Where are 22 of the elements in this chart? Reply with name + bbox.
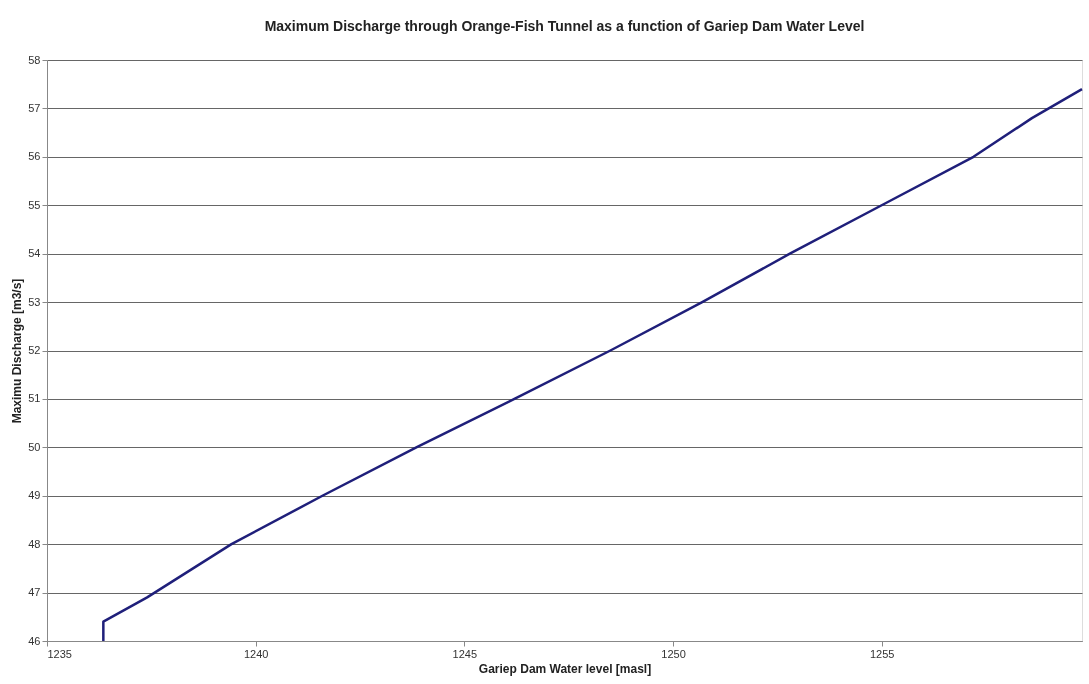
y-tick-label: 53 — [28, 295, 41, 308]
y-tick-label: 55 — [28, 198, 41, 211]
x-tick-label: 1250 — [661, 647, 686, 660]
y-tick-label: 50 — [28, 440, 41, 453]
x-tick-label: 1245 — [452, 647, 478, 660]
y-tick-label: 54 — [28, 247, 41, 260]
y-tick-label: 56 — [28, 150, 41, 163]
x-tick-label: 1235 — [47, 647, 72, 660]
y-axis-title: Maximu Discharge [m3/s] — [10, 278, 25, 424]
y-tick-label: 57 — [28, 101, 41, 114]
y-tick-label: 47 — [28, 586, 41, 599]
x-axis-title: Gariep Dam Water level [masl] — [478, 661, 652, 676]
y-tick-label: 46 — [28, 634, 41, 647]
y-tick-label: 49 — [28, 489, 41, 502]
y-tick-label: 51 — [28, 392, 41, 405]
x-tick-label: 1255 — [869, 647, 895, 660]
y-tick-label: 58 — [28, 53, 41, 66]
y-tick-label: 52 — [28, 344, 41, 356]
x-tick-label: 1240 — [243, 647, 269, 660]
y-tick-label: 48 — [28, 537, 41, 550]
chart-title: Maximum Discharge through Orange-Fish Tunnel as a function of Gariep Dam Water Level — [264, 18, 865, 34]
line-series — [102, 87, 1084, 643]
